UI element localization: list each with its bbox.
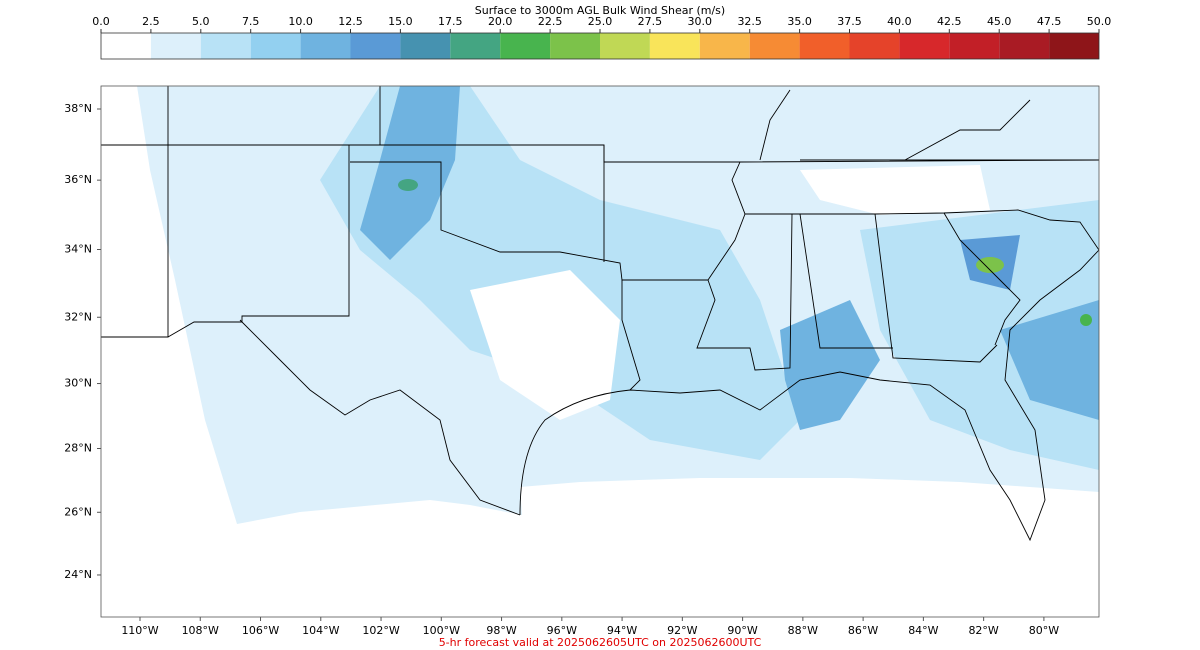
- colorbar-tick-label: 40.0: [887, 15, 912, 28]
- colorbar-bin: [999, 33, 1050, 59]
- colorbar-bin: [899, 33, 950, 59]
- colorbar-tick-label: 2.5: [142, 15, 160, 28]
- shear-area: [398, 179, 418, 191]
- lon-tick-label: 82°W: [968, 624, 998, 637]
- lon-tick-label: 108°W: [182, 624, 219, 637]
- lon-tick-label: 86°W: [848, 624, 878, 637]
- colorbar-bin: [250, 33, 301, 59]
- colorbar-tick-label: 7.5: [242, 15, 260, 28]
- colorbar-bin: [949, 33, 1000, 59]
- lon-tick-label: 94°W: [607, 624, 637, 637]
- colorbar-tick-label: 12.5: [338, 15, 363, 28]
- lon-tick-label: 104°W: [302, 624, 339, 637]
- boundaries: [101, 86, 1099, 542]
- colorbar: 0.0 2.5 5.0 7.5 10.0 12.5 15.0 17.5 20.0 22.5 25.0…: [92, 15, 1111, 59]
- map-axes: 38°N 36°N 34°N 32°N 30°N 28°N 26°N 24°N 110°W 108…: [64, 102, 1059, 637]
- lon-tick-label: 110°W: [121, 624, 158, 637]
- colorbar-bin: [1049, 33, 1099, 59]
- colorbar-bin: [101, 33, 151, 59]
- lat-tick-label: 36°N: [64, 173, 92, 186]
- lat-tick-label: 26°N: [64, 505, 92, 518]
- colorbar-tick-label: 25.0: [588, 15, 613, 28]
- lon-tick-label: 84°W: [908, 624, 938, 637]
- colorbar-tick-label: 0.0: [92, 15, 110, 28]
- colorbar-bin: [450, 33, 501, 59]
- colorbar-tick-label: 35.0: [787, 15, 812, 28]
- colorbar-tick-label: 30.0: [688, 15, 713, 28]
- colorbar-tick-label: 10.0: [288, 15, 313, 28]
- colorbar-tick-label: 45.0: [987, 15, 1012, 28]
- colorbar-tick-label: 32.5: [737, 15, 762, 28]
- colorbar-tick-label: 22.5: [538, 15, 563, 28]
- lon-tick-label: 98°W: [486, 624, 516, 637]
- colorbar-tick-label: 5.0: [192, 15, 210, 28]
- colorbar-bin: [300, 33, 351, 59]
- lat-tick-label: 28°N: [64, 442, 92, 455]
- lon-tick-label: 102°W: [362, 624, 399, 637]
- map-frame: [100, 85, 1100, 618]
- colorbar-bin: [200, 33, 251, 59]
- shear-area: [470, 270, 620, 420]
- colorbar-tick-label: 37.5: [837, 15, 862, 28]
- lat-tick-label: 24°N: [64, 568, 92, 581]
- colorbar-tick-label: 15.0: [388, 15, 413, 28]
- colorbar-bin: [799, 33, 850, 59]
- colorbar-bin: [849, 33, 900, 59]
- lat-tick-label: 30°N: [64, 377, 92, 390]
- lat-tick-label: 38°N: [64, 102, 92, 115]
- map-field: [101, 86, 1099, 542]
- lon-tick-label: 96°W: [547, 624, 577, 637]
- colorbar-tick-label: 47.5: [1037, 15, 1062, 28]
- colorbar-bin: [699, 33, 750, 59]
- shear-area: [800, 165, 990, 215]
- colorbar-tick-label: 17.5: [438, 15, 463, 28]
- colorbar-bin: [400, 33, 451, 59]
- colorbar-tick-label: 27.5: [638, 15, 663, 28]
- lon-tick-label: 90°W: [727, 624, 757, 637]
- colorbar-bin: [500, 33, 551, 59]
- colorbar-bin: [749, 33, 800, 59]
- colorbar-frame: [100, 32, 1100, 60]
- colorbar-title: Surface to 3000m AGL Bulk Wind Shear (m/…: [475, 4, 725, 17]
- colorbar-bin: [649, 33, 700, 59]
- colorbar-tick-label: 50.0: [1087, 15, 1112, 28]
- lon-tick-label: 80°W: [1029, 624, 1059, 637]
- shear-area: [1080, 314, 1092, 326]
- colorbar-bin: [350, 33, 401, 59]
- lat-tick-label: 34°N: [64, 243, 92, 256]
- shear-area: [360, 86, 460, 260]
- shear-area: [780, 300, 880, 430]
- shear-area: [976, 257, 1004, 273]
- colorbar-tick-label: 20.0: [488, 15, 513, 28]
- colorbar-bin: [150, 33, 201, 59]
- shear-area: [1000, 300, 1099, 420]
- colorbar-bin: [600, 33, 650, 59]
- colorbar-tick-label: 42.5: [937, 15, 962, 28]
- lon-tick-label: 88°W: [788, 624, 818, 637]
- lat-tick-label: 32°N: [64, 310, 92, 323]
- lon-tick-label: 100°W: [423, 624, 460, 637]
- lon-tick-label: 92°W: [667, 624, 697, 637]
- footer: 5-hr forecast valid at 2025062605UTC on …: [439, 636, 762, 649]
- colorbar-bin: [550, 33, 600, 59]
- lon-tick-label: 106°W: [242, 624, 279, 637]
